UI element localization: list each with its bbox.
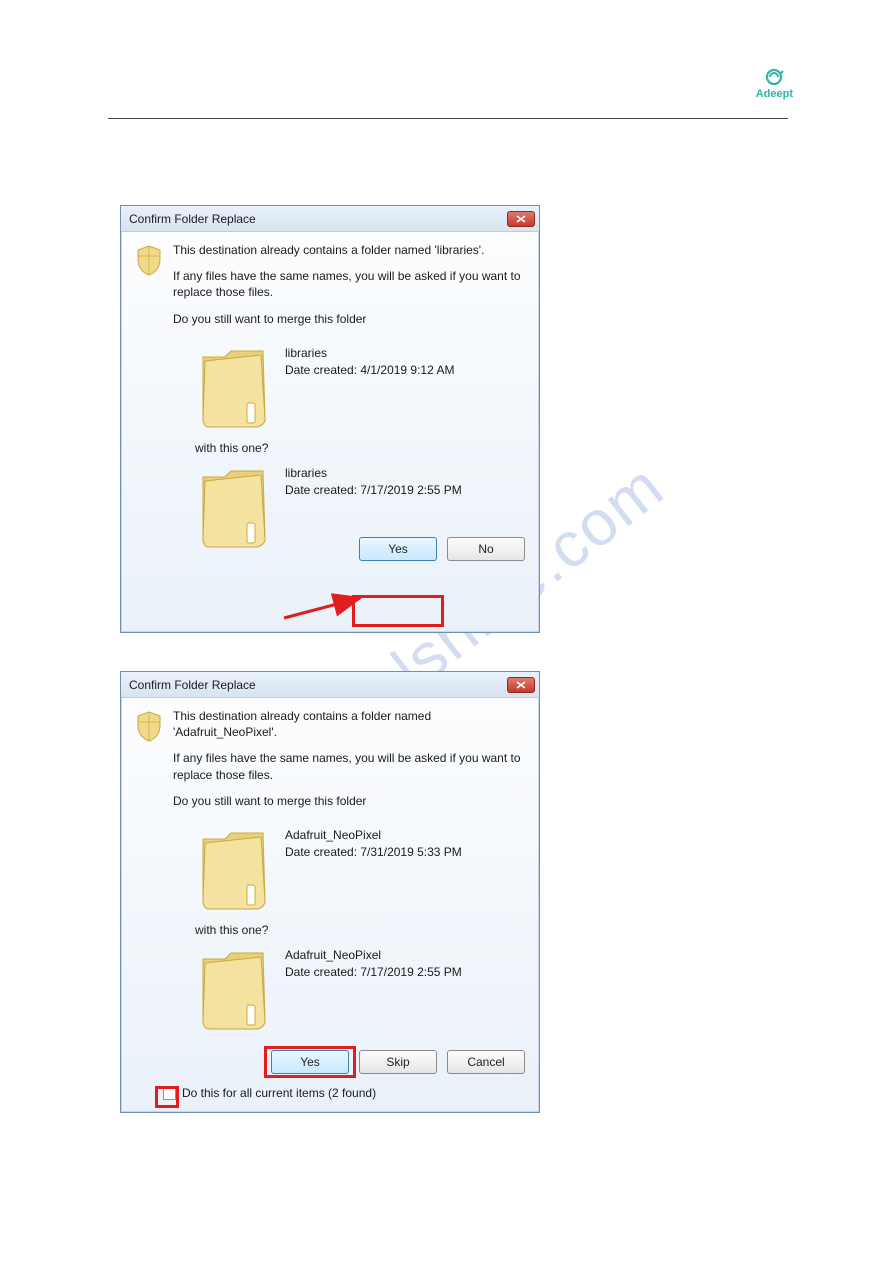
highlight-box xyxy=(352,595,444,627)
folder-name: Adafruit_NeoPixel xyxy=(285,827,462,844)
message-line-1: This destination already contains a fold… xyxy=(173,242,525,258)
do-for-all-checkbox[interactable] xyxy=(163,1087,176,1100)
mid-question: with this one? xyxy=(195,923,525,937)
message-line-2: If any files have the same names, you wi… xyxy=(173,750,525,782)
message-line-3: Do you still want to merge this folder xyxy=(173,311,525,327)
folder-date: Date created: 7/31/2019 5:33 PM xyxy=(285,844,462,861)
brand-label: Adeept xyxy=(756,88,793,100)
folder-name: libraries xyxy=(285,465,462,482)
dialog-title: Confirm Folder Replace xyxy=(129,212,256,226)
folder-icon xyxy=(195,823,275,917)
titlebar: Confirm Folder Replace xyxy=(121,672,539,698)
yes-button[interactable]: Yes xyxy=(271,1050,349,1074)
source-folder-row: libraries Date created: 4/1/2019 9:12 AM xyxy=(195,341,525,435)
mid-question: with this one? xyxy=(195,441,525,455)
titlebar: Confirm Folder Replace xyxy=(121,206,539,232)
folder-date: Date created: 7/17/2019 2:55 PM xyxy=(285,482,462,499)
dest-folder-row: Adafruit_NeoPixel Date created: 7/17/201… xyxy=(195,943,525,1037)
page-header: Adeept xyxy=(756,68,793,100)
folder-icon xyxy=(195,341,275,435)
dialog-title: Confirm Folder Replace xyxy=(129,678,256,692)
confirm-folder-replace-dialog-2: Confirm Folder Replace This destination … xyxy=(120,671,540,1113)
no-button[interactable]: No xyxy=(447,537,525,561)
message-line-3: Do you still want to merge this folder xyxy=(173,793,525,809)
folder-icon xyxy=(195,943,275,1037)
do-for-all-label: Do this for all current items (2 found) xyxy=(182,1086,376,1100)
confirm-folder-replace-dialog-1: Confirm Folder Replace This destination … xyxy=(120,205,540,633)
folder-icon xyxy=(195,461,275,555)
cancel-button[interactable]: Cancel xyxy=(447,1050,525,1074)
shield-icon xyxy=(135,244,165,337)
close-button[interactable] xyxy=(507,677,535,693)
source-folder-row: Adafruit_NeoPixel Date created: 7/31/201… xyxy=(195,823,525,917)
yes-button[interactable]: Yes xyxy=(359,537,437,561)
folder-date: Date created: 4/1/2019 9:12 AM xyxy=(285,362,454,379)
header-divider xyxy=(108,118,788,119)
message-line-2: If any files have the same names, you wi… xyxy=(173,268,525,300)
shield-icon xyxy=(135,710,165,819)
adeept-logo: Adeept xyxy=(756,68,793,100)
close-button[interactable] xyxy=(507,211,535,227)
message-line-1: This destination already contains a fold… xyxy=(173,708,525,740)
folder-name: Adafruit_NeoPixel xyxy=(285,947,462,964)
folder-date: Date created: 7/17/2019 2:55 PM xyxy=(285,964,462,981)
folder-name: libraries xyxy=(285,345,454,362)
skip-button[interactable]: Skip xyxy=(359,1050,437,1074)
